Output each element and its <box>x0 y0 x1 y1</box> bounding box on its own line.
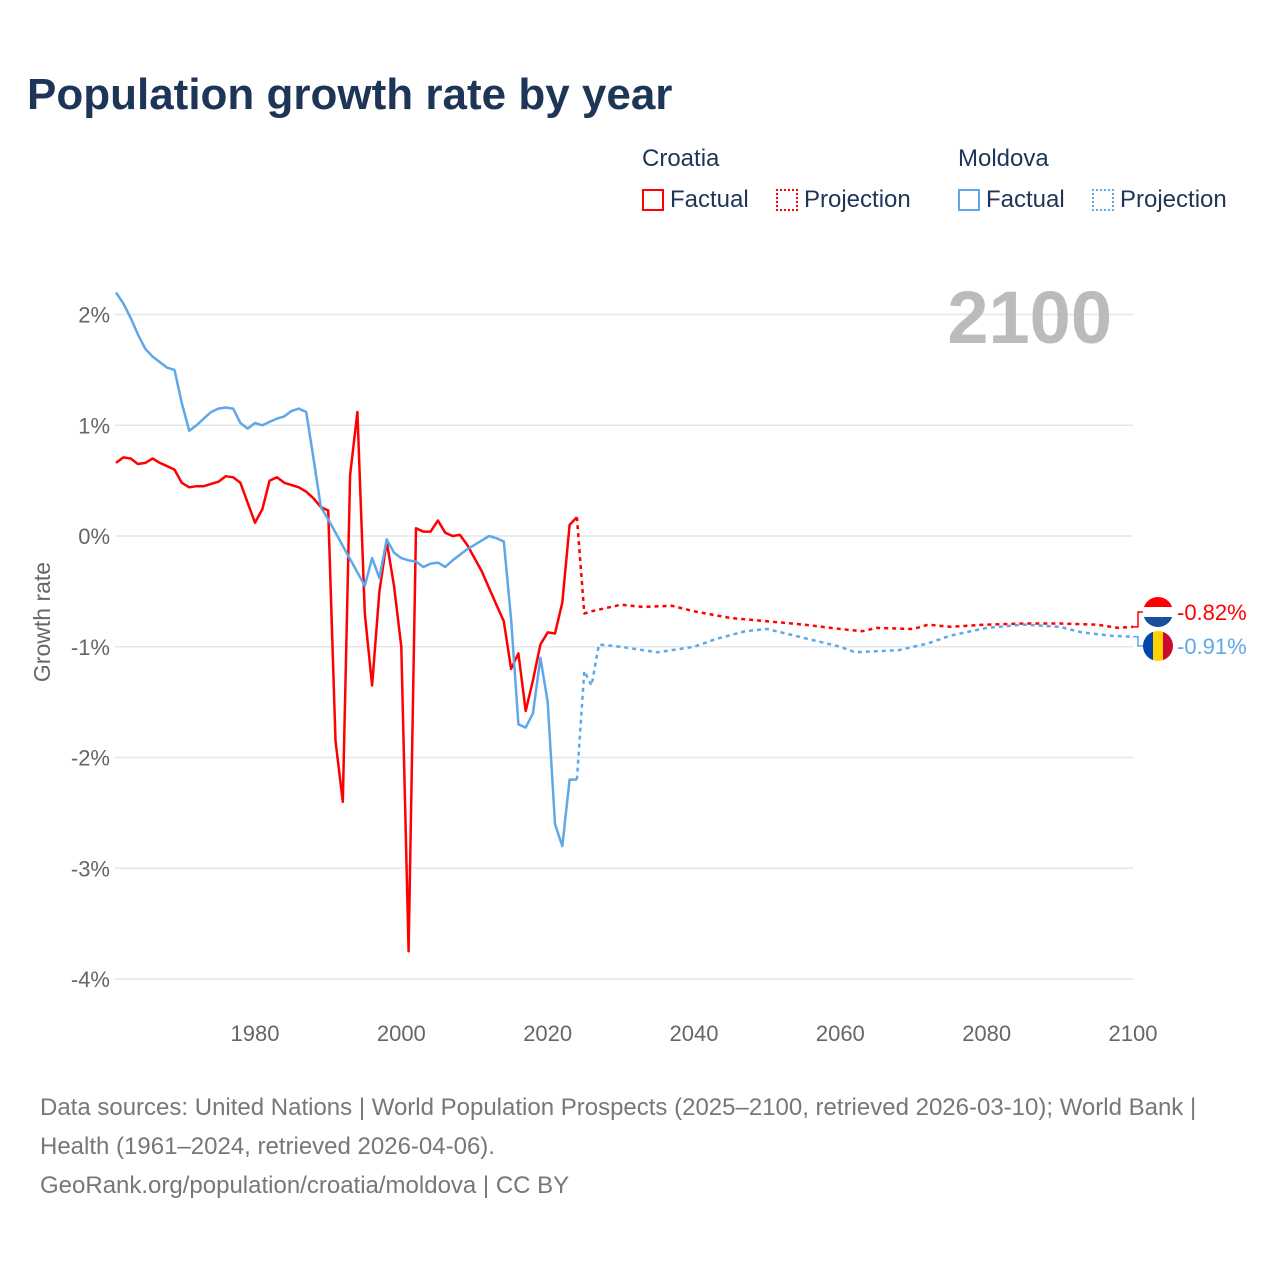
x-tick-label: 2060 <box>816 1021 865 1046</box>
legend-swatch-dotted <box>1092 189 1114 211</box>
y-axis-label: Growth rate <box>29 562 55 682</box>
x-tick-label: 2040 <box>670 1021 719 1046</box>
moldova-flag-icon <box>1143 631 1173 661</box>
source-link[interactable]: GeoRank.org/population/croatia/moldova |… <box>40 1172 570 1199</box>
series-line-moldova-factual <box>114 291 577 848</box>
end-value-label: -0.91% <box>1177 634 1247 659</box>
end-connector <box>1133 636 1143 647</box>
legend-label: Factual <box>986 186 1065 213</box>
y-tick-label: 2% <box>78 303 110 328</box>
y-tick-label: -3% <box>71 856 110 881</box>
x-tick-label: 1980 <box>231 1021 280 1046</box>
legend-swatch-solid <box>958 189 980 211</box>
legend-label: Projection <box>804 186 911 213</box>
end-value-label: -0.82% <box>1177 600 1247 625</box>
legend-label: Projection <box>1120 186 1227 213</box>
legend-swatch-dotted <box>776 189 798 211</box>
legend-group-croatia: Croatia <box>642 145 720 172</box>
y-tick-label: 1% <box>78 413 110 438</box>
year-label: 2100 <box>947 276 1112 359</box>
footer: Data sources: United Nations | World Pop… <box>40 1088 1240 1205</box>
y-tick-label: 0% <box>78 524 110 549</box>
x-tick-label: 2000 <box>377 1021 426 1046</box>
y-tick-label: -2% <box>71 746 110 771</box>
line-chart: 2% 1% 0% -1% -2% -3% -4% 1980 2000 2020 2040 2060 20… <box>29 276 1247 1046</box>
x-tick-label: 2080 <box>962 1021 1011 1046</box>
x-tick-label: 2020 <box>523 1021 572 1046</box>
end-connector <box>1133 611 1143 628</box>
croatia-flag-icon <box>1143 597 1173 627</box>
legend-label: Factual <box>670 186 749 213</box>
page-title: Population growth rate by year <box>27 70 673 119</box>
legend-croatia-factual[interactable]: Factual <box>642 186 749 214</box>
x-tick-label: 2100 <box>1109 1021 1158 1046</box>
legend-group-moldova: Moldova <box>958 145 1049 172</box>
series-line-croatia-projection <box>575 517 1134 633</box>
legend-croatia-projection[interactable]: Projection <box>776 186 911 214</box>
y-tick-label: -4% <box>71 967 110 992</box>
legend-moldova-projection[interactable]: Projection <box>1092 186 1227 214</box>
series-line-croatia-factual <box>115 410 578 953</box>
data-sources: Data sources: United Nations | World Pop… <box>40 1094 1197 1160</box>
y-tick-label: -1% <box>71 635 110 660</box>
legend-swatch-solid <box>642 189 664 211</box>
legend-moldova-factual[interactable]: Factual <box>958 186 1065 214</box>
series-line-moldova-projection <box>575 623 1134 780</box>
